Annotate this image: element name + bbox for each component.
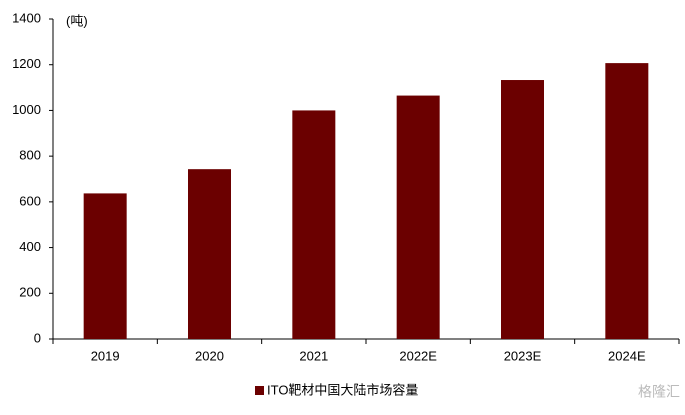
watermark: 格隆汇 <box>638 384 680 400</box>
y-tick-label: 800 <box>19 148 41 163</box>
x-tick-label: 2024E <box>608 348 646 363</box>
bar <box>605 63 649 339</box>
y-tick-label: 1000 <box>12 102 41 117</box>
x-tick-label: 2021 <box>299 348 328 363</box>
y-tick-label: 600 <box>19 193 41 208</box>
bar <box>83 193 127 339</box>
legend-swatch <box>255 386 264 395</box>
x-tick-label: 2020 <box>195 348 224 363</box>
y-tick-label: 1400 <box>12 10 41 25</box>
y-tick-label: 0 <box>34 330 41 345</box>
x-tick-label: 2023E <box>504 348 542 363</box>
bar <box>396 95 440 339</box>
y-tick-label: 1200 <box>12 56 41 71</box>
bar <box>188 169 231 339</box>
y-tick-label: 400 <box>19 239 41 254</box>
y-tick-label: 200 <box>19 285 41 300</box>
x-tick-label: 2019 <box>91 348 120 363</box>
x-tick-label: 2022E <box>399 348 437 363</box>
bar <box>292 110 336 339</box>
y-unit: (吨) <box>66 13 88 28</box>
bar <box>501 80 544 340</box>
legend-label: ITO靶材中国大陆市场容量 <box>267 382 418 397</box>
